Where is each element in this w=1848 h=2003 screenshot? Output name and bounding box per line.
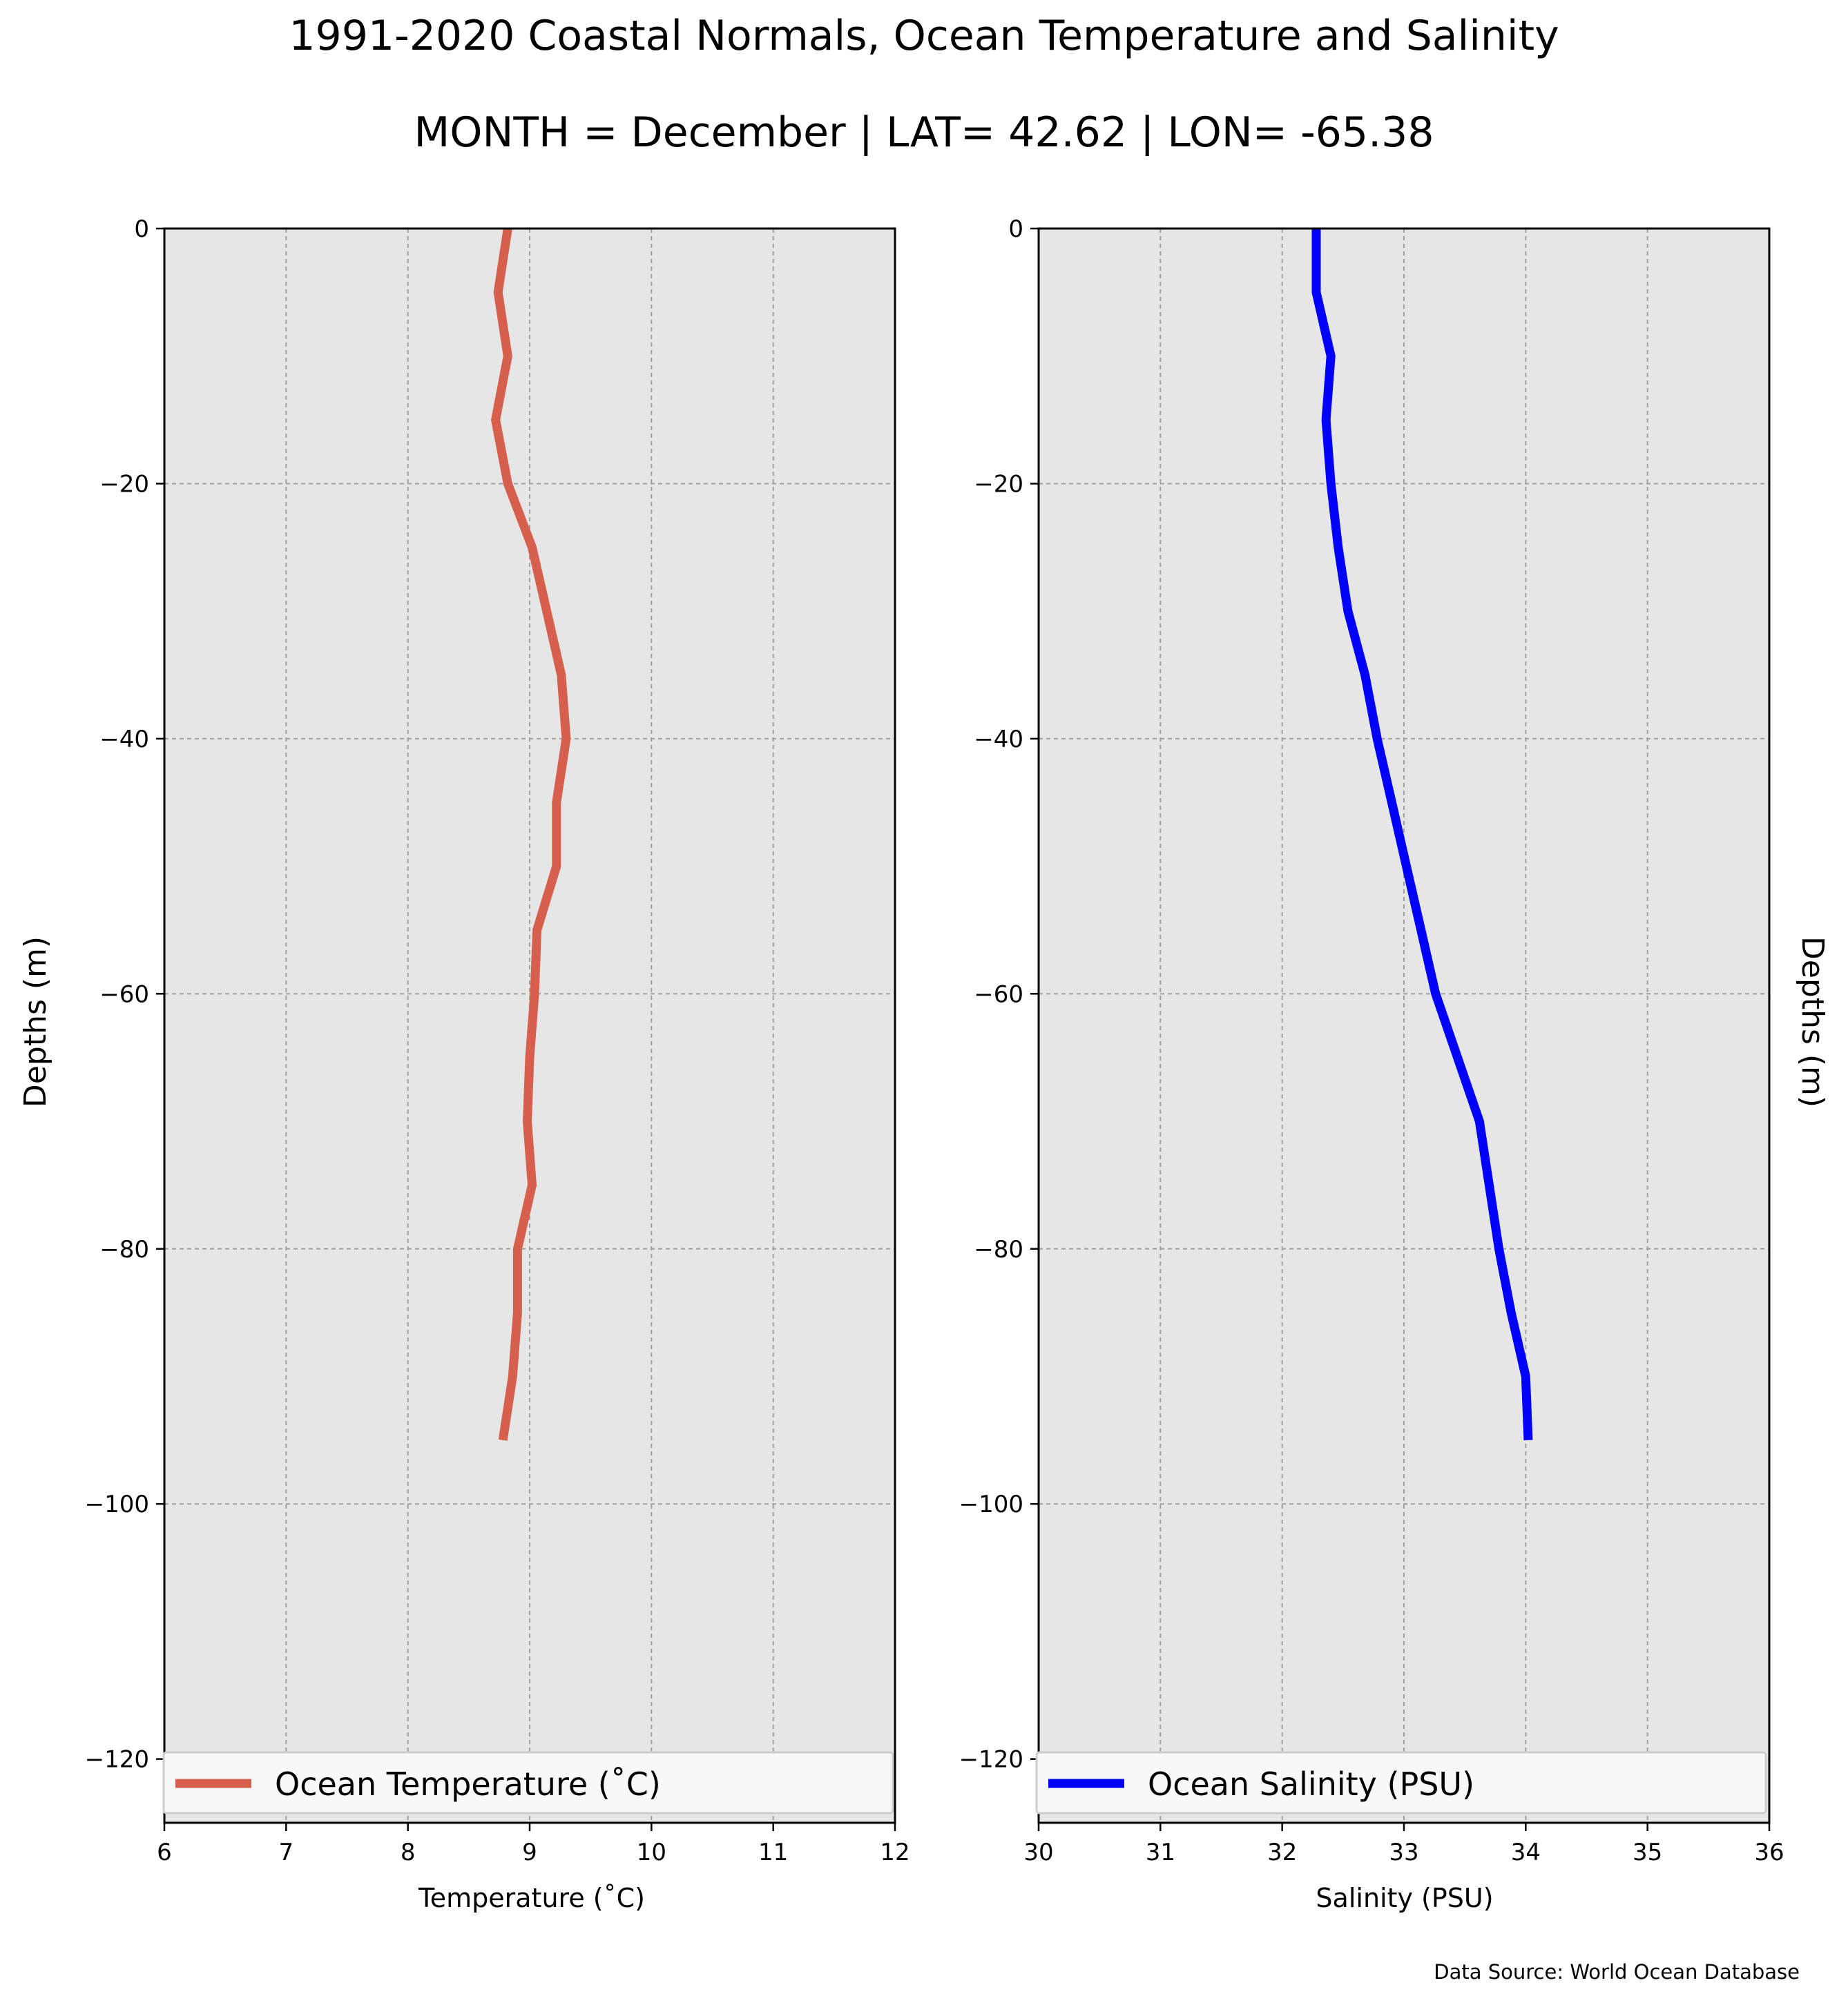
- salinity-legend: Ocean Salinity (PSU): [1035, 1751, 1767, 1815]
- y-tick-label: 0: [134, 215, 149, 243]
- y-tick-label: −100: [85, 1491, 149, 1518]
- y-tick-label: −20: [974, 470, 1023, 498]
- temperature-legend-label: Ocean Temperature (˚C): [275, 1765, 661, 1803]
- x-tick-label: 9: [522, 1839, 537, 1866]
- salinity-x-axis: 30 31 32 33 34 35 36: [1023, 1823, 1784, 1866]
- salinity-plot-background: [1039, 229, 1769, 1823]
- right-y-axis-label: Depths (m): [1795, 936, 1830, 1107]
- y-tick-label: −20: [99, 470, 149, 498]
- y-tick-label: −120: [85, 1746, 149, 1774]
- x-tick-label: 6: [157, 1839, 172, 1866]
- x-tick-label: 34: [1511, 1839, 1541, 1866]
- salinity-panel: 30 31 32 33 34 35 36 0 −20 −40 −60 −80 −100 −120 Sal…: [959, 215, 1784, 1913]
- x-tick-label: 32: [1267, 1839, 1297, 1866]
- x-tick-label: 35: [1633, 1839, 1662, 1866]
- y-tick-label: −100: [959, 1491, 1023, 1518]
- x-tick-label: 7: [279, 1839, 294, 1866]
- y-tick-label: −40: [99, 726, 149, 753]
- temperature-panel: 6 7 8 9 10 11 12 0 −20 −40 −60 −80 −100 −120 Tempera…: [85, 215, 910, 1913]
- x-tick-label: 8: [401, 1839, 416, 1866]
- temperature-y-axis: 0 −20 −40 −60 −80 −100 −120: [85, 215, 164, 1774]
- temperature-legend: Ocean Temperature (˚C): [162, 1751, 894, 1815]
- y-tick-label: −80: [99, 1236, 149, 1264]
- y-tick-label: 0: [1008, 215, 1023, 243]
- temperature-legend-box: [162, 1751, 894, 1815]
- y-tick-label: −120: [959, 1746, 1023, 1774]
- series-line: [490, 228, 571, 1441]
- salinity-legend-label: Ocean Salinity (PSU): [1148, 1765, 1474, 1803]
- temperature-x-axis: 6 7 8 9 10 11 12: [157, 1823, 910, 1866]
- left-y-axis-label: Depths (m): [18, 936, 53, 1107]
- salinity-x-axis-label: Salinity (PSU): [1316, 1883, 1493, 1913]
- x-tick-label: 33: [1389, 1839, 1418, 1866]
- x-tick-label: 11: [758, 1839, 788, 1866]
- y-tick-label: −80: [974, 1236, 1023, 1264]
- y-tick-label: −40: [974, 726, 1023, 753]
- x-tick-label: 36: [1754, 1839, 1784, 1866]
- figure-title: 1991-2020 Coastal Normals, Ocean Tempera…: [289, 12, 1559, 60]
- x-tick-label: 10: [637, 1839, 666, 1866]
- y-tick-label: −60: [974, 980, 1023, 1008]
- series-line: [1311, 229, 1533, 1441]
- y-tick-label: −60: [99, 980, 149, 1008]
- salinity-series: [1311, 228, 1533, 1441]
- data-source-note: Data Source: World Ocean Database: [1434, 1960, 1800, 1984]
- salinity-legend-box: [1035, 1751, 1767, 1815]
- x-tick-label: 30: [1023, 1839, 1053, 1866]
- x-tick-label: 12: [880, 1839, 909, 1866]
- x-tick-label: 31: [1146, 1839, 1175, 1866]
- figure-subtitle: MONTH = December | LAT= 42.62 | LON= -65…: [414, 108, 1434, 157]
- temperature-series: [490, 228, 571, 1441]
- temperature-x-axis-label: Temperature (˚C): [418, 1883, 645, 1913]
- salinity-y-axis: 0 −20 −40 −60 −80 −100 −120: [959, 215, 1039, 1774]
